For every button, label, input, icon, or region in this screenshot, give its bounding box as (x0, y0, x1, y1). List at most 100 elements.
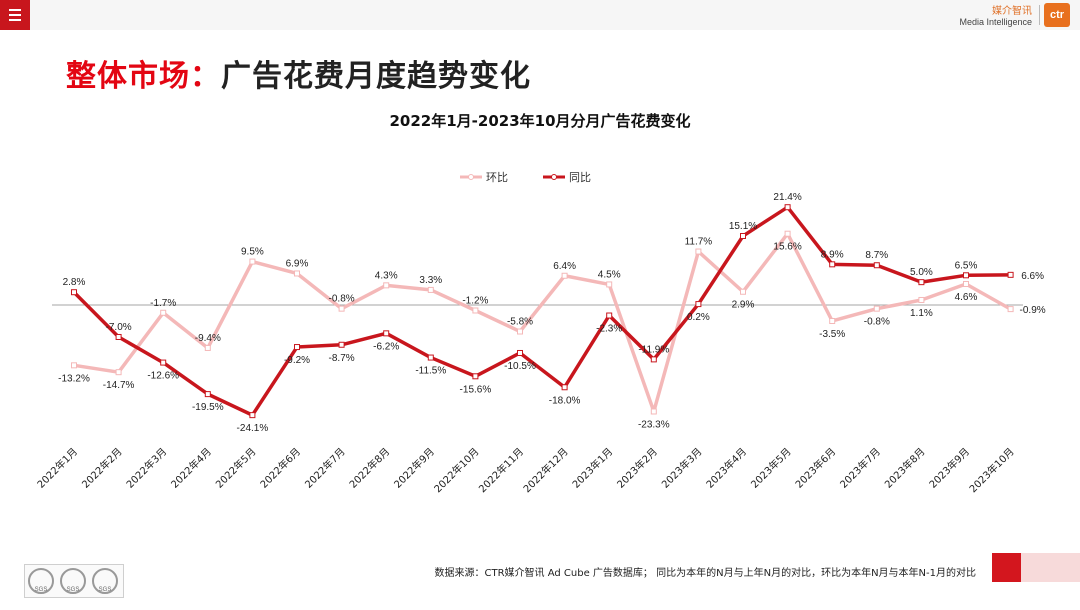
x-tick-label: 2022年1月 (34, 445, 80, 491)
data-point (918, 296, 925, 303)
data-point (294, 344, 300, 351)
data-point (71, 289, 77, 296)
data-point (249, 258, 256, 265)
data-label: -3.5% (819, 329, 845, 340)
data-label: 21.4% (773, 192, 801, 203)
data-label: 8.7% (865, 250, 888, 261)
data-point (427, 354, 434, 361)
data-point (784, 204, 791, 211)
legend-label-1: 同比 (569, 171, 591, 184)
data-label: 15.1% (729, 221, 757, 232)
x-tick-label: 2022年11月 (476, 445, 526, 495)
menu-button[interactable] (0, 0, 30, 30)
data-point (873, 262, 880, 269)
data-point (1007, 306, 1014, 313)
legend-marker-0 (468, 174, 474, 180)
data-point (160, 309, 167, 316)
data-label: 6.9% (286, 258, 309, 269)
data-point (829, 317, 836, 324)
data-label: -18.0% (549, 395, 581, 406)
legend-marker-1 (551, 174, 557, 180)
x-tick-label: 2023年6月 (792, 445, 838, 491)
series-line-1 (72, 205, 1013, 417)
page-title: 整体市场：广告花费月度趋势变化 (66, 51, 531, 95)
data-label: -9.2% (284, 355, 310, 366)
data-point (740, 232, 746, 239)
x-tick-label: 2022年9月 (391, 445, 437, 491)
data-point (294, 270, 300, 277)
data-point (650, 408, 657, 415)
data-label: -15.6% (460, 384, 492, 395)
chart-title: 2022年1月-2023年10月分月广告花费变化 (389, 112, 691, 130)
data-label: -23.3% (638, 419, 670, 430)
x-tick-label: 2022年10月 (431, 445, 481, 495)
data-label: 4.3% (375, 270, 398, 281)
data-label: 11.7% (685, 237, 713, 248)
brand-text: 媒介智讯 Media Intelligence (959, 6, 1032, 28)
x-tick-label: 2022年3月 (123, 445, 169, 491)
data-point (472, 307, 479, 314)
brand-separator (1039, 5, 1040, 25)
data-label: 4.5% (598, 269, 621, 280)
data-label: -2.3% (596, 324, 622, 335)
data-point (963, 280, 969, 287)
data-point (963, 272, 969, 279)
data-label: -0.8% (329, 294, 355, 305)
data-label: 6.4% (553, 261, 576, 272)
data-label: -19.5% (192, 402, 224, 413)
data-label: -12.6% (147, 371, 179, 382)
x-tick-label: 2022年8月 (346, 445, 392, 491)
x-tick-label: 2023年1月 (569, 445, 615, 491)
data-label: 9.5% (241, 247, 264, 258)
data-label: -10.5% (504, 361, 536, 372)
top-bar (0, 0, 1080, 30)
data-point (338, 305, 345, 312)
data-label: -7.0% (106, 322, 132, 333)
data-label: 3.3% (419, 275, 442, 286)
data-source-note: 数据来源：CTR媒介智讯 Ad Cube 广告数据库； 同比为本年的N月与上年N… (434, 568, 976, 579)
corner-decoration-pink (1021, 553, 1080, 582)
data-label: -8.7% (329, 353, 355, 364)
x-tick-label: 2022年6月 (257, 445, 303, 491)
x-tick-label: 2023年10月 (966, 445, 1016, 495)
series-line-0 (72, 231, 1013, 414)
data-point (338, 341, 345, 348)
data-point (561, 272, 568, 279)
data-label: 1.1% (910, 308, 933, 319)
data-point (829, 261, 836, 268)
data-label: -24.1% (237, 423, 269, 434)
data-label: 0.2% (687, 312, 710, 323)
certification-badge: SGS (28, 568, 54, 594)
data-label: -1.7% (150, 298, 176, 309)
ctr-logo: ctr (1044, 3, 1070, 27)
data-label: -1.2% (462, 295, 488, 306)
data-point (427, 286, 434, 293)
brand-name-en: Media Intelligence (959, 17, 1032, 27)
x-tick-label: 2023年4月 (703, 445, 749, 491)
x-tick-label: 2022年7月 (302, 445, 348, 491)
data-point (784, 230, 791, 237)
data-label: -5.8% (507, 317, 533, 328)
x-tick-label: 2022年12月 (520, 445, 570, 495)
data-point (249, 412, 256, 419)
x-tick-label: 2023年9月 (926, 445, 972, 491)
data-point (517, 328, 523, 335)
data-point (115, 333, 122, 340)
x-tick-label: 2023年2月 (614, 445, 660, 491)
data-label: -0.8% (864, 317, 890, 328)
data-point (1007, 271, 1014, 278)
data-label: -11.9% (638, 344, 669, 355)
data-label: 2.8% (63, 277, 86, 288)
data-point (695, 301, 702, 308)
data-point (383, 330, 390, 337)
x-tick-label: 2022年5月 (213, 445, 259, 491)
data-label: -9.4% (195, 333, 221, 344)
x-tick-label: 2023年3月 (659, 445, 705, 491)
data-point (561, 384, 568, 391)
data-point (204, 391, 211, 398)
x-tick-label: 2023年7月 (837, 445, 883, 491)
data-point (606, 281, 613, 288)
page-title-main: 广告花费月度趋势变化 (221, 59, 531, 94)
data-point (383, 282, 390, 289)
